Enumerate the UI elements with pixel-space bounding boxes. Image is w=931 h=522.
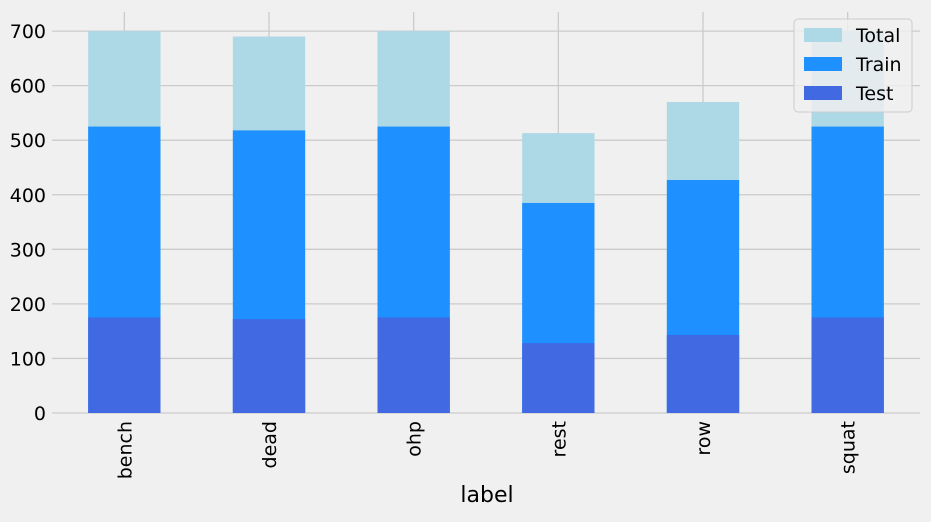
legend-swatch-train — [804, 57, 842, 71]
y-tick-label: 400 — [10, 185, 46, 207]
x-axis-label: label — [460, 483, 513, 508]
grid — [52, 12, 920, 414]
y-tick-label: 600 — [10, 76, 46, 98]
y-tick-label: 500 — [10, 130, 46, 152]
x-tick-label: rest — [548, 421, 570, 457]
y-tick-label: 0 — [34, 403, 46, 425]
legend-label-test: Test — [855, 83, 893, 105]
legend-swatch-total — [804, 28, 842, 42]
y-tick-label: 700 — [10, 21, 46, 43]
y-axis-ticks: 0 100 200 300 400 500 600 700 — [10, 21, 46, 425]
legend-label-train: Train — [855, 54, 902, 76]
bar-test-rest — [522, 343, 595, 413]
x-axis-ticks: bench dead ohp rest row squat — [114, 421, 859, 479]
bar-test-ohp — [377, 317, 450, 413]
legend-swatch-test — [804, 86, 842, 100]
y-tick-label: 100 — [10, 348, 46, 370]
x-tick-label: dead — [259, 421, 281, 468]
x-tick-label: bench — [114, 421, 136, 479]
bar-test-dead — [232, 319, 306, 413]
y-tick-label: 200 — [10, 294, 46, 316]
legend-label-total: Total — [855, 25, 900, 47]
x-tick-label: ohp — [404, 421, 426, 457]
bars — [88, 31, 884, 414]
y-tick-label: 300 — [10, 239, 46, 261]
legend: Total Train Test — [793, 18, 913, 113]
x-tick-label: squat — [838, 421, 860, 474]
bar-test-bench — [88, 317, 161, 413]
bar-test-squat — [811, 317, 884, 413]
x-tick-label: row — [693, 421, 715, 456]
bar-test-row — [666, 334, 740, 413]
